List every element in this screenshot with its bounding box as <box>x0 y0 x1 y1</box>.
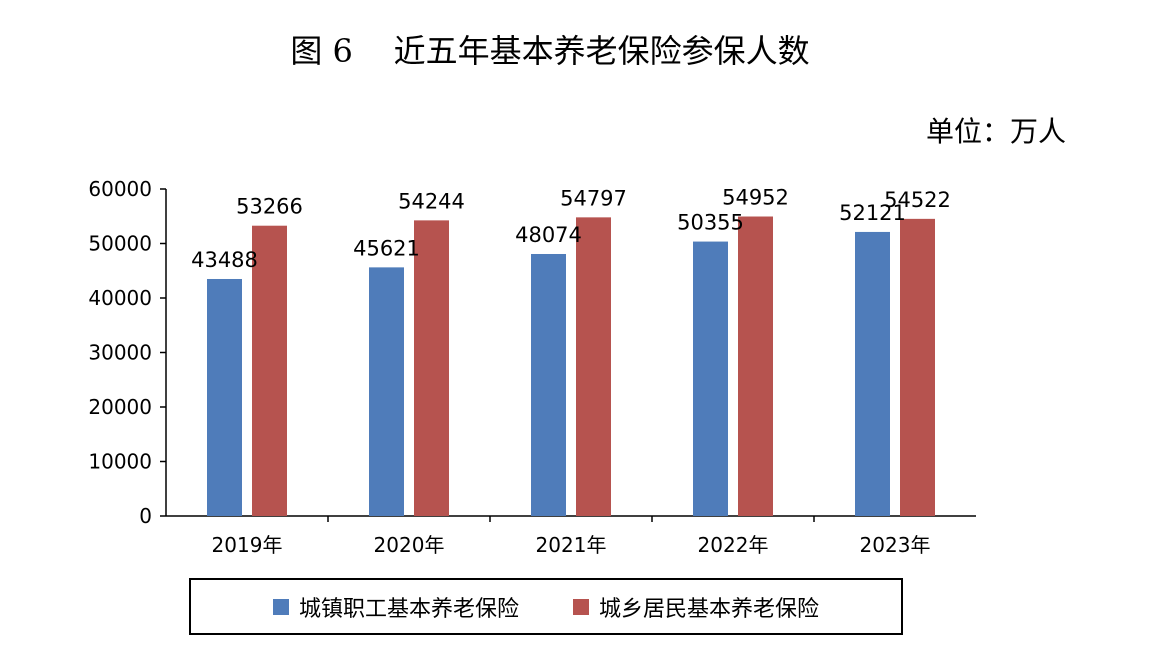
data-label: 48074 <box>515 223 582 247</box>
y-tick-label: 50000 <box>88 232 152 256</box>
chart-bars <box>207 216 935 517</box>
y-tick-label: 20000 <box>88 395 152 419</box>
data-label: 52121 <box>839 201 906 225</box>
y-tick-label: 10000 <box>88 450 152 474</box>
y-tick-label: 0 <box>139 504 152 528</box>
data-label: 45621 <box>353 236 420 260</box>
x-tick-label: 2019年 <box>212 533 283 557</box>
legend-swatch-urban-employee <box>272 598 289 615</box>
y-tick-label: 30000 <box>88 341 152 365</box>
bar-urban-rural-resident <box>738 216 773 516</box>
data-label: 54952 <box>722 186 789 210</box>
data-label: 53266 <box>236 195 303 219</box>
unit-label: 单位：万人 <box>925 115 1066 148</box>
x-tick-label: 2023年 <box>860 533 931 557</box>
y-tick-label: 60000 <box>88 177 152 201</box>
bar-urban-employee <box>207 278 242 516</box>
legend-item-urban-employee: 城镇职工基本养老保险 <box>272 591 519 623</box>
figure-title: 图 6 近五年基本养老保险参保人数 <box>290 32 810 70</box>
legend-label-urban-rural-resident: 城乡居民基本养老保险 <box>599 596 820 622</box>
bar-urban-rural-resident <box>900 218 935 516</box>
bar-urban-rural-resident <box>252 225 287 516</box>
chart-labels: 43488 53266 45621 54244 48074 54797 5035554952… <box>191 186 951 272</box>
bar-urban-employee <box>855 231 890 516</box>
legend-item-urban-rural-resident: 城乡居民基本养老保险 <box>573 591 819 623</box>
bar-urban-rural-resident <box>414 220 449 517</box>
data-label: 54522 <box>884 188 951 212</box>
data-label: 54244 <box>398 189 465 213</box>
x-tick-label: 2020年 <box>374 533 445 557</box>
legend-label-urban-employee: 城镇职工基本养老保险 <box>298 596 519 622</box>
bar-urban-employee <box>531 253 566 516</box>
bar-urban-employee <box>693 241 728 516</box>
bar-urban-employee <box>369 267 404 516</box>
chart-axes: 0 10000 20000 30000 40000 50000 60000 2019年 2020… <box>88 177 976 557</box>
data-label: 50355 <box>677 211 744 235</box>
y-tick-label: 40000 <box>88 286 152 310</box>
data-label: 54797 <box>560 186 627 210</box>
chart-legend: 城镇职工基本养老保险 城乡居民基本养老保险 <box>189 578 903 635</box>
x-tick-label: 2022年 <box>698 533 769 557</box>
x-tick-label: 2021年 <box>536 533 607 557</box>
legend-swatch-urban-rural-resident <box>573 598 589 615</box>
data-label: 43488 <box>191 248 258 272</box>
bar-urban-rural-resident <box>576 217 611 516</box>
